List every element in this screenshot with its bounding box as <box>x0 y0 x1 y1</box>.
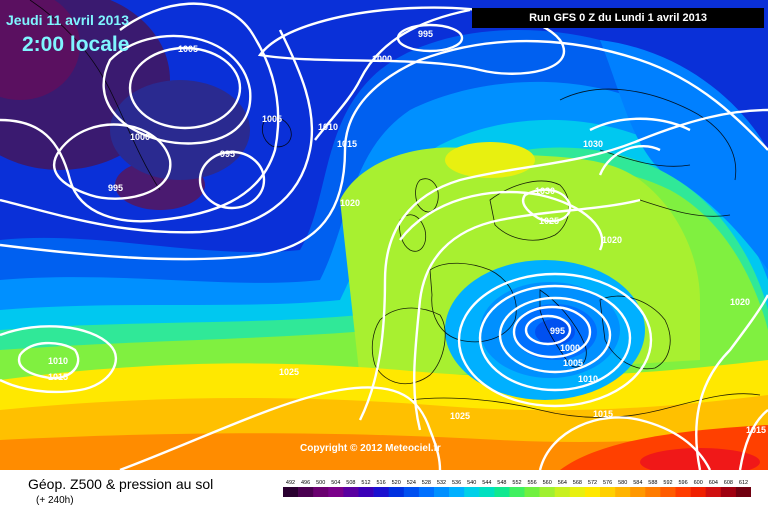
isobar-label: 1025 <box>539 216 559 226</box>
scale-tick-label: 524 <box>407 480 416 486</box>
model-run-label: Run GFS 0 Z du Lundi 1 avril 2013 <box>472 8 764 28</box>
scale-swatch <box>705 487 722 497</box>
scale-tick-label: 584 <box>633 480 642 486</box>
scale-swatch <box>524 487 540 497</box>
scale-swatch <box>388 487 405 497</box>
scale-tick-label: 600 <box>694 480 703 486</box>
isobar-label: 1010 <box>48 356 68 366</box>
scale-tick-label: 576 <box>603 480 612 486</box>
isobar-label: 1005 <box>262 114 282 124</box>
scale-swatch <box>494 487 510 497</box>
isobar-label: 995 <box>550 326 565 336</box>
scale-swatch <box>645 487 661 497</box>
isobar-labels: 995 1000 1005 1000 995 995 1005 1010 101… <box>48 29 766 435</box>
forecast-time: 2:00 locale <box>22 33 130 56</box>
isobar-label: 1030 <box>535 186 555 196</box>
isobar-label: 1015 <box>746 425 766 435</box>
isobar-label: 1030 <box>583 139 603 149</box>
scale-tick-label: 492 <box>286 480 295 486</box>
scale-swatch <box>418 487 435 497</box>
scale-tick-label: 520 <box>392 480 401 486</box>
scale-tick-label: 568 <box>573 480 582 486</box>
scale-swatch <box>313 487 329 497</box>
scale-tick-label: 596 <box>679 480 688 486</box>
scale-swatch <box>539 487 555 497</box>
isobar-label: 1025 <box>450 411 470 421</box>
scale-tick-label: 552 <box>512 480 521 486</box>
scale-swatch <box>509 487 525 497</box>
scale-tick-label: 556 <box>528 480 537 486</box>
forecast-hour: (+ 240h) <box>36 495 74 506</box>
scale-tick-label: 612 <box>739 480 748 486</box>
isobar-label: 1005 <box>563 358 583 368</box>
isobar-label: 1015 <box>48 372 68 382</box>
isobar-label: 1015 <box>337 139 357 149</box>
scale-tick-label: 592 <box>663 480 672 486</box>
scale-tick-label: 540 <box>467 480 476 486</box>
scale-tick-label: 580 <box>618 480 627 486</box>
map-canvas: 995 1000 1005 1000 995 995 1005 1010 101… <box>0 0 768 470</box>
scale-swatch <box>343 487 359 497</box>
scale-swatch <box>479 487 495 497</box>
scale-tick-label: 560 <box>543 480 552 486</box>
scale-swatch <box>600 487 616 497</box>
scale-swatch <box>735 487 751 497</box>
scale-tick-label: 504 <box>331 480 340 486</box>
isobar-label: 1010 <box>318 122 338 132</box>
isobar-label: 995 <box>220 149 235 159</box>
scale-swatch <box>373 487 389 497</box>
scale-swatch <box>328 487 344 497</box>
isobar-label: 1015 <box>593 409 613 419</box>
scale-tick-label: 500 <box>316 480 325 486</box>
isobar-label: 1025 <box>279 367 299 377</box>
scale-swatch <box>449 487 465 497</box>
isobar-label: 995 <box>418 29 433 39</box>
scale-tick-label: 588 <box>648 480 657 486</box>
scale-swatch <box>298 487 314 497</box>
scale-tick-label: 608 <box>724 480 733 486</box>
scale-tick-label: 528 <box>422 480 431 486</box>
scale-swatch <box>675 487 691 497</box>
scale-tick-label: 532 <box>437 480 446 486</box>
scale-swatch <box>403 487 420 497</box>
parameter-title: Géop. Z500 & pression au sol <box>28 476 214 492</box>
scale-swatch <box>630 487 646 497</box>
scale-tick-label: 512 <box>361 480 370 486</box>
scale-tick-label: 536 <box>452 480 461 486</box>
scale-tick-label: 604 <box>709 480 718 486</box>
isobar-label: 1020 <box>730 297 750 307</box>
isobar-label: 995 <box>108 183 123 193</box>
scale-swatch <box>720 487 737 497</box>
scale-swatch <box>554 487 571 497</box>
isobar-label: 1000 <box>130 132 150 142</box>
isobar-label: 1000 <box>560 343 580 353</box>
forecast-date: Jeudi 11 avril 2013 <box>6 12 129 28</box>
copyright-text: Copyright © 2012 Meteociel.fr <box>300 443 441 454</box>
scale-swatch <box>690 487 706 497</box>
scale-tick-label: 564 <box>558 480 567 486</box>
scale-tick-label: 544 <box>482 480 491 486</box>
isobar-label: 1010 <box>578 374 598 384</box>
isobar-label: 1005 <box>178 44 198 54</box>
scale-swatch <box>615 487 631 497</box>
scale-swatch <box>584 487 601 497</box>
isobars <box>0 2 768 470</box>
scale-tick-label: 548 <box>497 480 506 486</box>
isobar-label: 1000 <box>372 54 392 64</box>
scale-swatch <box>434 487 450 497</box>
scale-tick-label: 508 <box>346 480 355 486</box>
scale-tick-label: 572 <box>588 480 597 486</box>
scale-tick-label: 516 <box>377 480 386 486</box>
scale-swatch <box>660 487 676 497</box>
isobar-label: 1020 <box>602 235 622 245</box>
scale-swatch <box>283 487 299 497</box>
scale-swatch <box>569 487 586 497</box>
scale-swatch <box>464 487 480 497</box>
isobar-label: 1020 <box>340 198 360 208</box>
color-scale: 492 496 500 504 508 512 516 520 524 528 532 536 540 5… <box>283 480 751 497</box>
scale-tick-label: 496 <box>301 480 310 486</box>
scale-swatch <box>358 487 374 497</box>
